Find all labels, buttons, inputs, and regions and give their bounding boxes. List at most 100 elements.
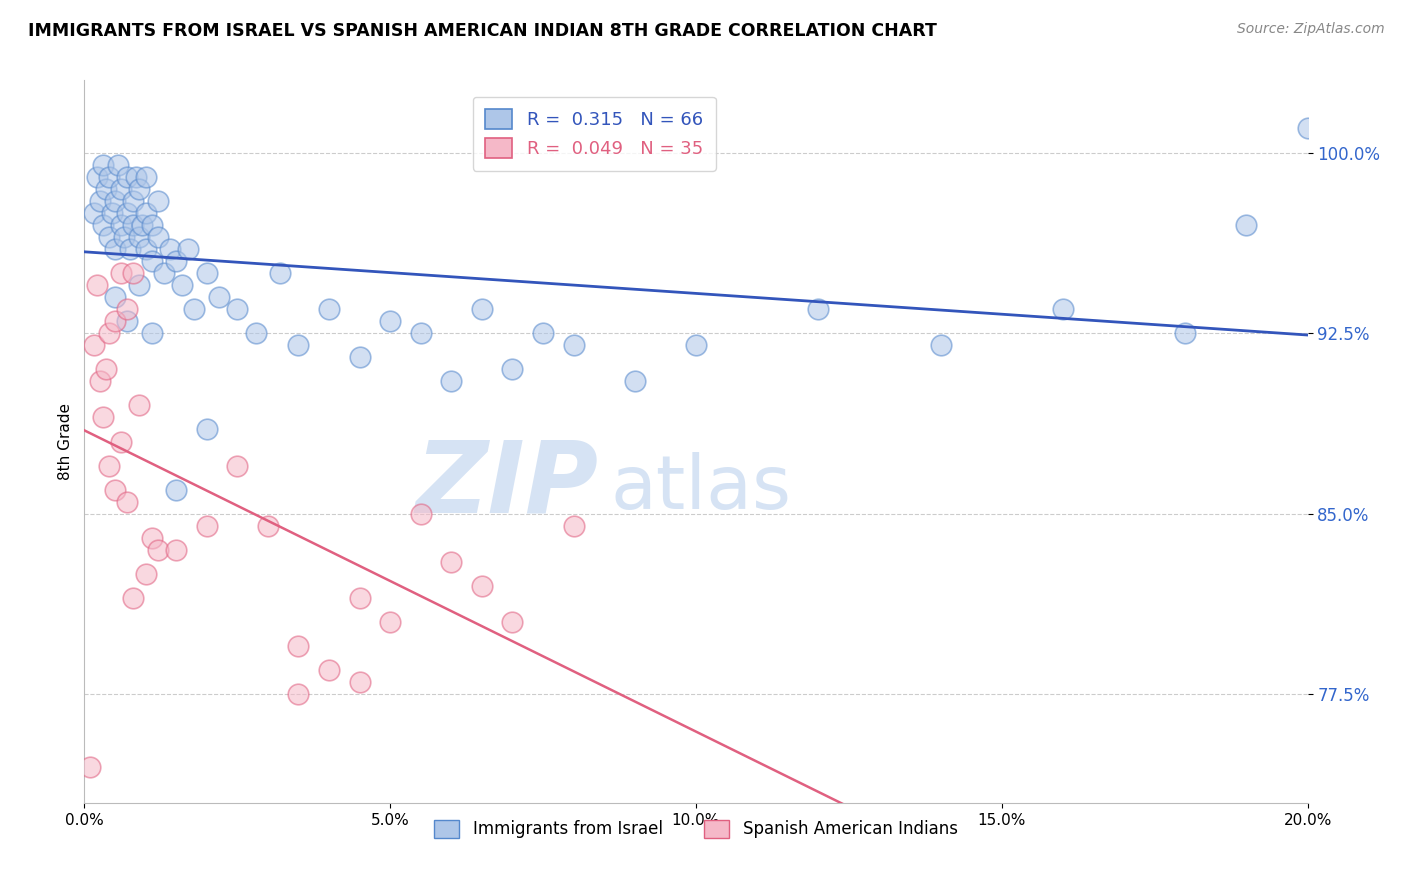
Point (115, 301, 138, 316)
Point (318, 301, 340, 316)
Point (146, 542, 169, 557)
Point (101, 205, 124, 219)
Point (562, 518, 585, 533)
Point (165, 253, 187, 268)
Point (110, 266, 132, 280)
Point (89, 374, 111, 388)
Point (226, 458, 249, 473)
Point (1052, 301, 1074, 316)
Point (929, 338, 952, 352)
Point (86, 169, 108, 184)
Text: ZIP: ZIP (415, 436, 598, 533)
Point (115, 205, 138, 219)
Point (141, 253, 163, 268)
Point (531, 326, 554, 340)
Point (409, 507, 432, 521)
Point (153, 266, 176, 280)
Point (115, 314, 138, 328)
Point (287, 687, 309, 701)
Point (104, 242, 127, 256)
Point (110, 434, 132, 449)
Point (94, 181, 117, 195)
Point (165, 483, 187, 497)
Point (91, 410, 114, 425)
Point (115, 169, 138, 184)
Point (135, 205, 157, 219)
Point (177, 242, 200, 256)
Point (172, 277, 194, 292)
Point (1296, 121, 1319, 136)
Point (440, 555, 463, 569)
Point (128, 277, 150, 292)
Point (107, 157, 129, 171)
Point (135, 242, 157, 256)
Point (502, 362, 524, 376)
Point (502, 615, 524, 629)
Point (86, 277, 108, 292)
Point (122, 266, 145, 280)
Point (128, 181, 150, 195)
Point (349, 350, 371, 364)
Text: Source: ZipAtlas.com: Source: ZipAtlas.com (1237, 22, 1385, 37)
Point (380, 314, 402, 328)
Point (269, 266, 291, 280)
Point (128, 398, 150, 412)
Point (83, 205, 105, 219)
Point (112, 229, 135, 244)
Point (125, 169, 148, 184)
Point (97, 458, 120, 473)
Point (146, 194, 169, 208)
Point (104, 290, 127, 304)
Point (120, 242, 142, 256)
Point (195, 518, 218, 533)
Point (226, 301, 249, 316)
Point (349, 675, 371, 690)
Point (110, 181, 132, 195)
Point (115, 494, 138, 508)
Point (183, 301, 205, 316)
Point (245, 326, 267, 340)
Point (807, 301, 830, 316)
Point (440, 374, 463, 388)
Point (104, 194, 127, 208)
Point (128, 229, 150, 244)
Point (104, 483, 127, 497)
Point (97, 229, 120, 244)
Point (79, 759, 101, 773)
Point (257, 518, 280, 533)
Point (146, 229, 169, 244)
Point (380, 615, 402, 629)
Point (409, 326, 432, 340)
Point (349, 591, 371, 605)
Point (165, 542, 187, 557)
Point (89, 194, 111, 208)
Point (122, 591, 145, 605)
Point (97, 169, 120, 184)
Point (83, 338, 105, 352)
Y-axis label: 8th Grade: 8th Grade (58, 403, 73, 480)
Point (562, 338, 585, 352)
Point (104, 314, 127, 328)
Point (110, 218, 132, 232)
Point (97, 326, 120, 340)
Point (195, 266, 218, 280)
Point (1174, 326, 1197, 340)
Point (141, 218, 163, 232)
Point (685, 338, 707, 352)
Point (195, 422, 218, 436)
Point (122, 218, 145, 232)
Point (471, 579, 494, 593)
Point (471, 301, 494, 316)
Text: IMMIGRANTS FROM ISRAEL VS SPANISH AMERICAN INDIAN 8TH GRADE CORRELATION CHART: IMMIGRANTS FROM ISRAEL VS SPANISH AMERIC… (28, 22, 936, 40)
Point (624, 374, 647, 388)
Point (131, 218, 153, 232)
Point (159, 242, 181, 256)
Point (318, 663, 340, 677)
Point (91, 218, 114, 232)
Point (287, 639, 309, 653)
Point (141, 326, 163, 340)
Point (1236, 218, 1258, 232)
Point (122, 194, 145, 208)
Point (135, 169, 157, 184)
Point (208, 290, 231, 304)
